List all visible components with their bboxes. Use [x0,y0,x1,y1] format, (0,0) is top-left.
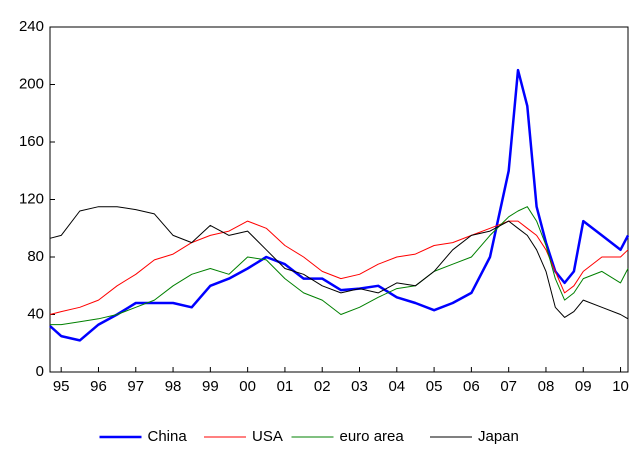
x-tick-label: 02 [314,378,331,395]
y-tick-label: 120 [19,190,44,207]
legend-label: euro area [340,428,405,445]
series-line [49,206,629,320]
x-tick-label: 09 [575,378,592,395]
x-tick-label: 98 [165,378,182,395]
series-line [50,206,629,326]
y-tick-label: 160 [19,133,44,150]
x-tick-label: 06 [463,378,480,395]
x-tick-label: 10 [612,378,629,395]
y-tick-label: 200 [19,75,44,92]
x-tick-label: 01 [277,378,294,395]
x-tick-label: 00 [239,378,256,395]
y-tick-label: 40 [27,305,44,322]
series-line [49,220,629,315]
x-tick-label: 96 [90,378,107,395]
y-tick-label: 240 [19,18,44,35]
x-tick-label: 07 [500,378,517,395]
x-tick-label: 08 [538,378,555,395]
y-tick-label: 0 [36,363,44,380]
x-tick-label: 97 [127,378,144,395]
x-tick-label: 05 [426,378,443,395]
plot-frame [49,26,629,373]
x-tick-label: 04 [388,378,405,395]
x-tick-label: 99 [202,378,219,395]
legend-label: Japan [478,428,519,445]
y-tick-label: 80 [27,248,44,265]
x-tick-label: 95 [53,378,70,395]
x-tick-label: 03 [351,378,368,395]
legend-label: USA [252,428,283,445]
series-line [49,68,630,342]
legend-label: China [148,428,188,445]
